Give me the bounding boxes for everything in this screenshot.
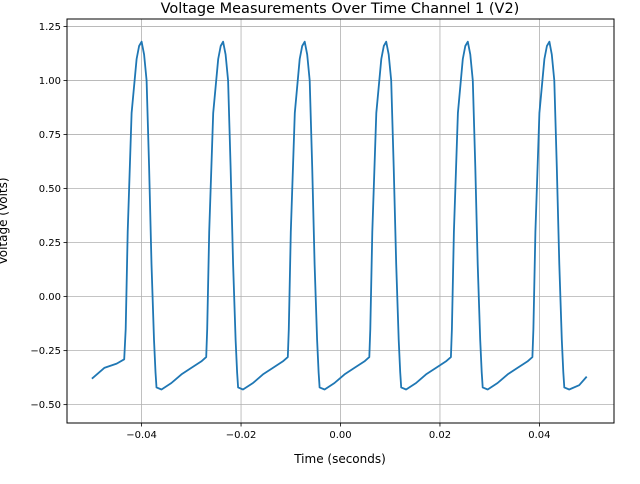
y-tick-label: −0.50 (30, 400, 61, 411)
x-tick-label: 0.02 (429, 430, 451, 441)
y-tick-label: 1.00 (39, 76, 61, 87)
chart-title: Voltage Measurements Over Time Channel 1… (161, 1, 520, 17)
x-tick-label: −0.04 (126, 430, 157, 441)
y-axis-label: Voltage (Volts) (0, 177, 10, 264)
y-tick-label: 0.25 (39, 238, 61, 249)
y-tick-label: 0.75 (39, 130, 61, 141)
y-tick-label: 0.00 (39, 292, 61, 303)
x-tick-label: 0.00 (329, 430, 351, 441)
voltage-line (91, 40, 588, 391)
grid-layer (67, 19, 614, 423)
x-tick-label: 0.04 (528, 430, 550, 441)
plot-area (91, 40, 588, 391)
x-tick-label: −0.02 (226, 430, 257, 441)
x-axis-label: Time (seconds) (293, 452, 386, 466)
tick-layer: −0.04 −0.02 0.00 0.02 0.04 −0.50 −0.25 0.00 0.25… (30, 22, 550, 441)
y-tick-label: 1.25 (39, 22, 61, 33)
y-tick-label: −0.25 (30, 346, 61, 357)
y-tick-label: 0.50 (39, 184, 61, 195)
